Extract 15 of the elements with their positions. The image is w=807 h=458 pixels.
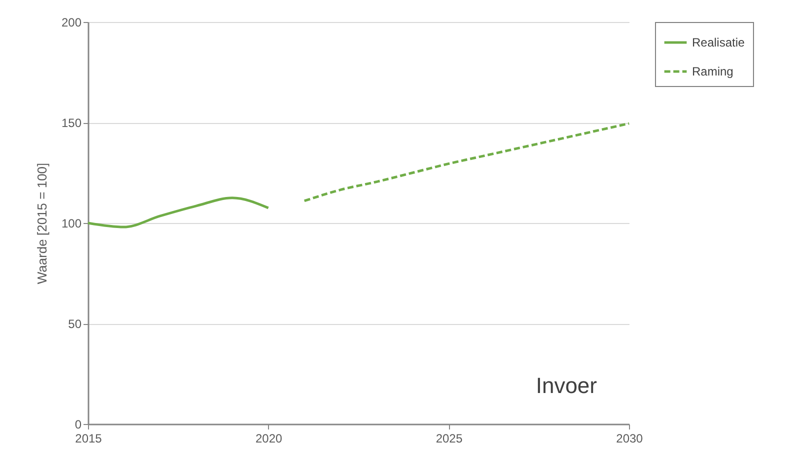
legend-label: Realisatie <box>692 36 746 50</box>
annotation: Invoer <box>536 373 597 398</box>
line-series <box>303 122 630 202</box>
x-tick-label: 2020 <box>255 432 283 446</box>
y-tick-label: 100 <box>61 216 82 230</box>
y-tick-label: 200 <box>61 16 82 30</box>
x-tick-label: 2025 <box>436 432 463 446</box>
line-series <box>86 196 270 228</box>
y-tick-label: 150 <box>61 116 82 130</box>
legend-label: Raming <box>692 64 734 78</box>
y-axis-title: Waarde [2015 = 100] <box>34 162 50 284</box>
x-tick-label: 2015 <box>75 432 102 446</box>
x-tick-label: 2030 <box>616 432 644 446</box>
y-tick-label: 50 <box>68 317 82 331</box>
y-tick-label: 0 <box>74 418 82 432</box>
